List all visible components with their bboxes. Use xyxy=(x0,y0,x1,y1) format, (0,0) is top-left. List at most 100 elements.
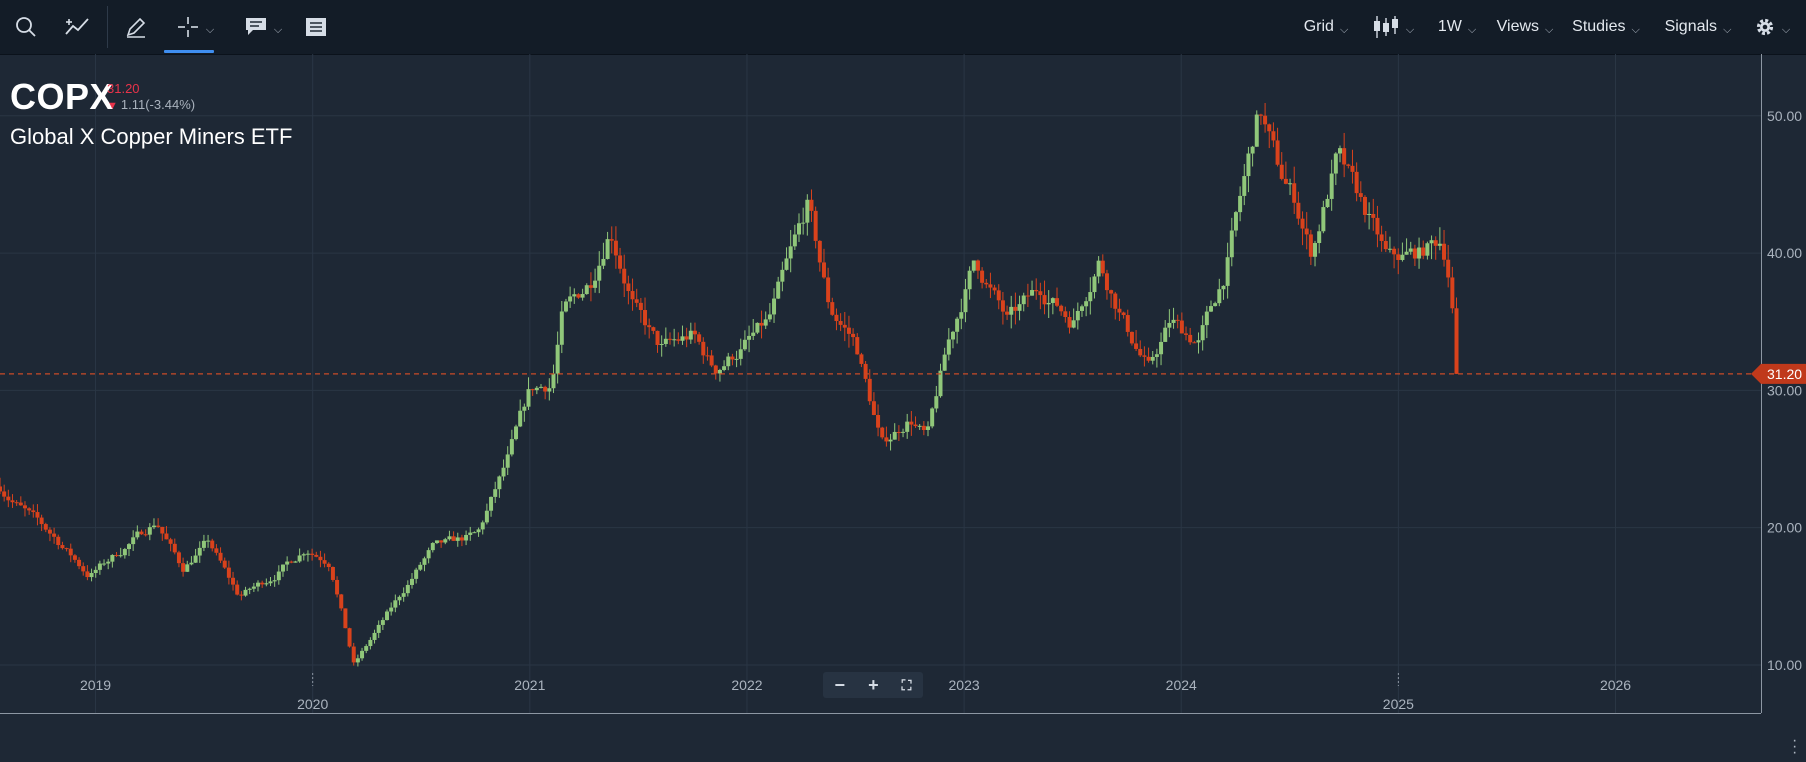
candle-body xyxy=(859,354,864,364)
studies-label: Studies xyxy=(1572,18,1626,35)
candle-body xyxy=(1267,124,1272,132)
candle-body xyxy=(376,624,381,633)
chevron-down-icon: ⌵ xyxy=(205,23,215,36)
candle-body xyxy=(484,510,489,523)
candle-body xyxy=(218,552,223,561)
candle-body xyxy=(143,534,148,536)
chevron-down-icon: ⌵ xyxy=(1631,23,1640,36)
candle-body xyxy=(896,431,901,433)
candle-body xyxy=(888,439,893,442)
candle-body xyxy=(530,389,535,391)
candle-body xyxy=(572,294,577,297)
candle-body xyxy=(322,560,327,564)
candle-body xyxy=(360,650,365,659)
more-options-icon[interactable]: · · · xyxy=(1792,732,1798,761)
candle-body xyxy=(1125,315,1130,332)
candle-body xyxy=(181,563,186,572)
candle-body xyxy=(1138,348,1143,356)
candle-body xyxy=(1104,273,1109,291)
candle-body xyxy=(1088,292,1093,302)
candle-body xyxy=(672,339,677,341)
candle-body xyxy=(1292,183,1297,203)
signals-menu[interactable]: Signals ⌵ xyxy=(1662,0,1734,54)
studies-menu[interactable]: Studies ⌵ xyxy=(1570,0,1642,54)
candle-body xyxy=(1417,247,1422,259)
candle-body xyxy=(1134,343,1139,349)
candle-body xyxy=(980,270,985,283)
candle-body xyxy=(1192,342,1197,344)
candle-body xyxy=(738,349,743,359)
candle-body xyxy=(967,270,972,290)
candle-body xyxy=(780,269,785,282)
candle-body xyxy=(867,378,872,402)
chevron-down-icon: ⌵ xyxy=(1339,23,1349,36)
views-menu[interactable]: Views ⌵ xyxy=(1494,0,1556,54)
candle-body xyxy=(1075,310,1080,321)
zoom-in-button[interactable]: + xyxy=(868,675,879,695)
candle-body xyxy=(1046,302,1051,305)
candle-body xyxy=(984,282,989,285)
table-icon[interactable] xyxy=(300,0,332,54)
candle-body xyxy=(830,302,835,315)
candle-body xyxy=(901,431,906,433)
candle-body xyxy=(39,517,44,525)
candle-body xyxy=(1034,290,1039,292)
candle-body xyxy=(1096,260,1101,277)
candle-body xyxy=(189,562,194,565)
candle-body xyxy=(339,594,344,609)
candle-body xyxy=(2,491,7,497)
candle-body xyxy=(609,239,614,241)
candle-body xyxy=(1408,248,1413,252)
candle-body xyxy=(251,586,256,589)
candle-body xyxy=(1092,276,1097,293)
candle-body xyxy=(347,628,352,647)
chart-style-menu[interactable]: ⌵ xyxy=(1368,0,1418,54)
candle-body xyxy=(426,550,431,559)
candle-body xyxy=(409,578,414,585)
candle-body xyxy=(422,558,427,565)
candle-body xyxy=(56,536,61,546)
candle-body xyxy=(1071,320,1076,328)
candle-body xyxy=(1025,295,1030,297)
search-icon[interactable] xyxy=(8,0,44,54)
y-tick-label: 50.00 xyxy=(1767,108,1802,124)
candle-body xyxy=(351,646,356,663)
candle-body xyxy=(547,388,552,392)
candle-body xyxy=(975,260,980,271)
candle-body xyxy=(472,532,477,534)
candle-body xyxy=(35,512,40,518)
interval-menu[interactable]: 1W ⌵ xyxy=(1434,0,1480,54)
candle-body xyxy=(1246,153,1251,177)
candle-body xyxy=(697,334,702,342)
candle-body xyxy=(64,548,69,550)
candle-body xyxy=(68,548,73,556)
candle-body xyxy=(1317,231,1322,244)
candle-body xyxy=(1258,114,1263,116)
candle-body xyxy=(1079,306,1084,311)
candle-body xyxy=(813,210,818,241)
candle-body xyxy=(160,526,165,534)
zoom-out-button[interactable]: − xyxy=(834,675,846,695)
candle-body xyxy=(784,258,789,270)
pencil-icon[interactable] xyxy=(118,0,154,54)
grid-label: Grid xyxy=(1303,18,1334,35)
signals-label: Signals xyxy=(1664,18,1718,35)
candle-body xyxy=(364,646,369,651)
price-chart[interactable]: 10.00 20.00 30.00 40.00 50.00 2019 2020 2021 202… xyxy=(0,54,1806,762)
candle-body xyxy=(955,318,960,332)
crosshair-icon[interactable]: ⌵ xyxy=(170,0,220,54)
candle-body xyxy=(18,502,23,506)
candle-body xyxy=(938,370,943,397)
candle-body xyxy=(1030,290,1035,296)
candle-body xyxy=(1213,303,1218,307)
candle-body xyxy=(285,561,290,565)
candle-body xyxy=(176,552,181,564)
fullscreen-icon[interactable]: ⛶ xyxy=(901,677,912,693)
settings-menu[interactable]: ⌵ xyxy=(1750,0,1794,54)
candle-body xyxy=(514,426,519,440)
candle-body xyxy=(1342,148,1347,165)
grid-menu[interactable]: Grid ⌵ xyxy=(1300,0,1352,54)
candle-body xyxy=(655,330,660,345)
indicator-icon[interactable] xyxy=(60,0,96,54)
annotation-icon[interactable]: ⌵ xyxy=(238,0,288,54)
